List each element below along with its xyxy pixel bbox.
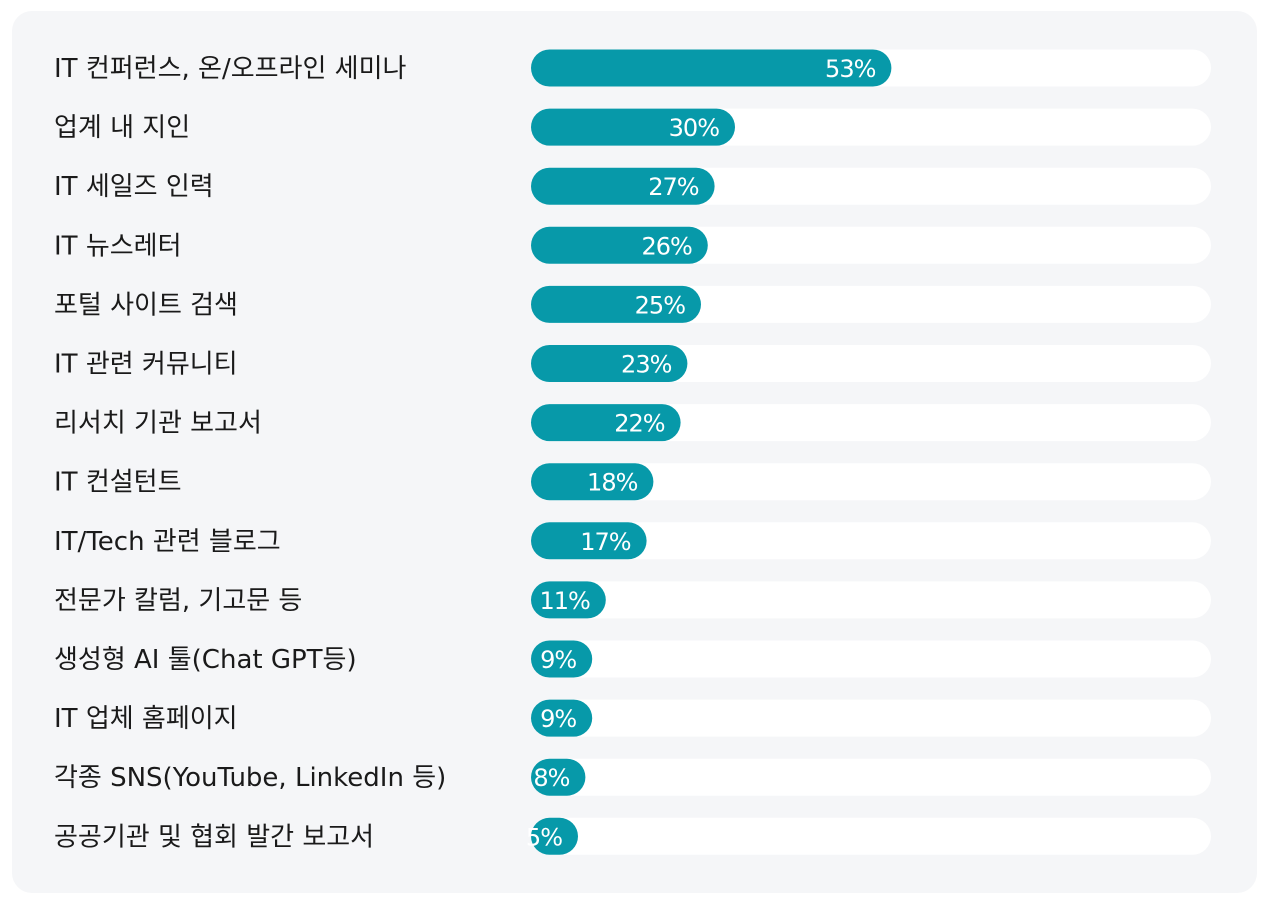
bar [531, 108, 735, 146]
bar-track [531, 463, 1211, 501]
value-label: 30% [669, 114, 720, 142]
bar [531, 404, 681, 442]
category-label: 전문가 칼럼, 기고문 등 [54, 586, 302, 616]
value-label: 8% [533, 764, 569, 792]
category-label: IT 뉴스레터 [54, 231, 182, 261]
bar [531, 581, 606, 619]
value-label: 26% [641, 232, 692, 260]
value-label: 27% [648, 173, 699, 201]
value-label: 18% [587, 469, 638, 497]
category-label: 생성형 AI 툴(Chat GPT등) [54, 645, 357, 675]
bar [531, 167, 715, 205]
value-label: 22% [614, 410, 665, 438]
bar [531, 817, 578, 855]
bar-track [531, 345, 1211, 382]
bar-track [531, 404, 1211, 442]
value-label: 23% [621, 351, 672, 379]
bar [531, 758, 586, 796]
bar-row: IT 컨설턴트 18% [54, 463, 1211, 501]
bar [531, 226, 708, 264]
bar [531, 522, 647, 560]
value-label: 11% [539, 587, 590, 615]
category-label: IT 관련 커뮤니티 [54, 350, 238, 380]
bar-track [531, 758, 1211, 796]
bar-row: 각종 SNS(YouTube, LinkedIn 등) 8% [54, 758, 1211, 796]
bar-row: 리서치 기관 보고서 22% [54, 404, 1211, 442]
category-label: 각종 SNS(YouTube, LinkedIn 등) [54, 763, 446, 793]
value-label: 5% [526, 823, 562, 851]
bar-row: 공공기관 및 협회 발간 보고서 5% [54, 817, 1211, 855]
value-label: 17% [580, 528, 631, 556]
bar-row: IT 세일즈 인력 27% [54, 167, 1211, 205]
category-label: IT/Tech 관련 블로그 [54, 527, 281, 557]
category-label: 업계 내 지인 [54, 113, 190, 143]
bar-track [531, 522, 1211, 560]
bar-row: IT 컨퍼런스, 온/오프라인 세미나 53% [54, 49, 1211, 87]
category-label: 리서치 기관 보고서 [54, 409, 262, 439]
bar-row: IT 업체 홈페이지 9% [54, 699, 1211, 737]
category-label: IT 세일즈 인력 [54, 172, 214, 202]
category-label: IT 업체 홈페이지 [54, 704, 238, 734]
chart-panel [12, 11, 1257, 893]
bar [531, 49, 892, 87]
bar-track [531, 640, 1211, 678]
bar-row: 전문가 칼럼, 기고문 등 11% [54, 581, 1211, 619]
bar-row: 생성형 AI 툴(Chat GPT등) 9% [54, 640, 1211, 678]
category-label: IT 컨설턴트 [54, 468, 182, 498]
bar-row: 포털 사이트 검색 25% [54, 285, 1211, 323]
value-label: 53% [825, 55, 876, 83]
bar-track [531, 285, 1211, 323]
bar-row: IT/Tech 관련 블로그 17% [54, 522, 1211, 560]
bar-track [531, 581, 1211, 619]
value-label: 9% [540, 705, 576, 733]
category-label: 포털 사이트 검색 [54, 290, 238, 320]
value-label: 25% [635, 291, 686, 319]
bar [531, 285, 701, 323]
bar-row: IT 관련 커뮤니티 23% [54, 345, 1211, 382]
bar-track [531, 699, 1211, 737]
bar [531, 640, 593, 678]
bar [531, 699, 593, 737]
bar [531, 463, 654, 501]
category-label: 공공기관 및 협회 발간 보고서 [54, 822, 374, 852]
bar-row: IT 뉴스레터 26% [54, 226, 1211, 264]
bar-track [531, 817, 1211, 855]
category-label: IT 컨퍼런스, 온/오프라인 세미나 [54, 54, 406, 84]
value-label: 9% [540, 646, 576, 674]
bar-row: 업계 내 지인 30% [54, 108, 1211, 146]
bar [531, 345, 688, 382]
